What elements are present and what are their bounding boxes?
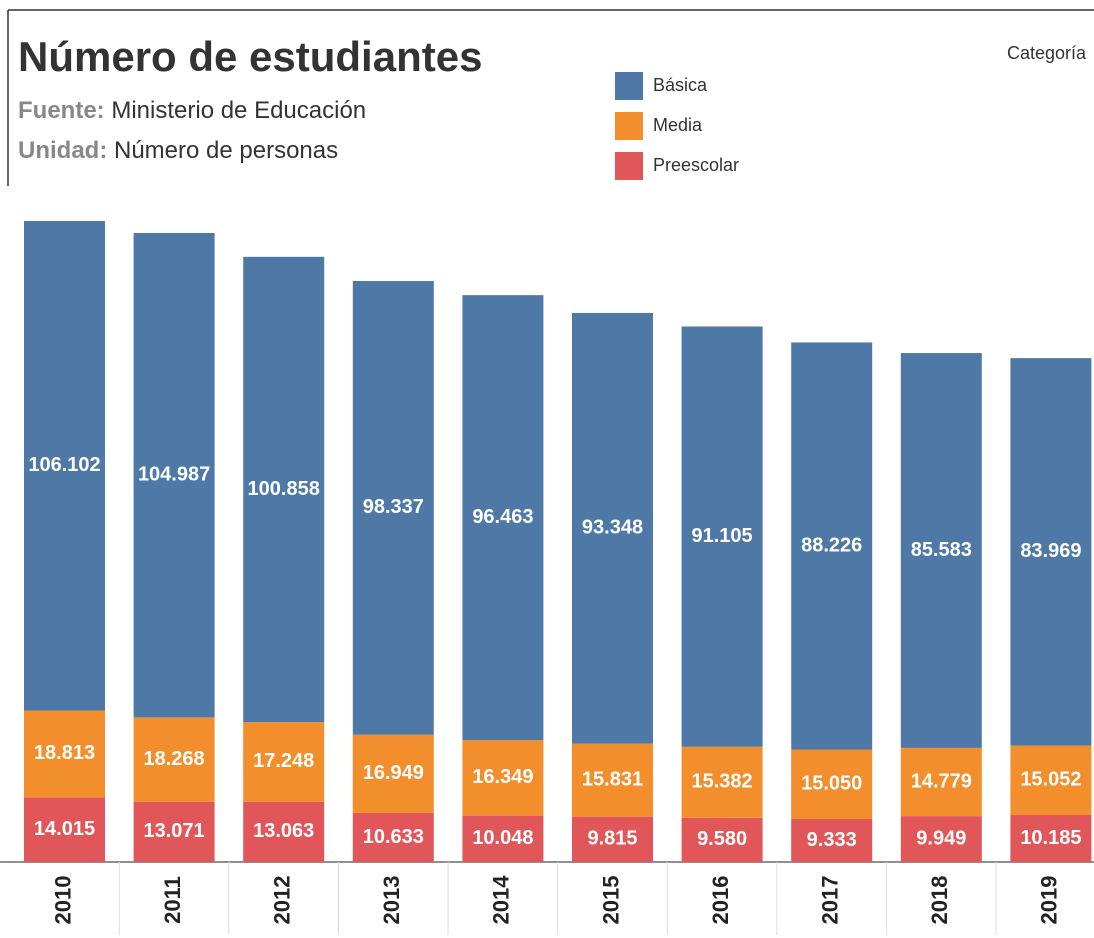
bar-segment: [572, 743, 653, 817]
bar-segment: [572, 816, 653, 862]
legend-swatch: [615, 112, 643, 140]
bar-segment: [900, 353, 982, 748]
value-label: 15.382: [692, 771, 753, 793]
bar-segment: [462, 815, 544, 862]
bar-segment: [133, 717, 215, 802]
bar-segment: [133, 233, 215, 718]
x-tick-label: 2014: [489, 875, 514, 925]
bar-segment: [24, 797, 105, 862]
value-label: 15.050: [801, 773, 862, 795]
bar-segment: [681, 326, 763, 747]
unit: Unidad: Número de personas: [18, 137, 338, 164]
bar-segment: [133, 801, 215, 862]
bar-segment: [352, 812, 434, 862]
value-label: 15.831: [582, 768, 643, 790]
value-label: 9.815: [587, 828, 637, 850]
x-tick-label: 2019: [1037, 876, 1062, 925]
value-label: 9.333: [807, 829, 857, 851]
chart-title: Número de estudiantes: [18, 33, 482, 80]
value-label: 83.969: [1020, 540, 1081, 562]
bar-segment: [243, 722, 325, 802]
value-label: 10.185: [1020, 827, 1081, 849]
value-label: 17.248: [253, 750, 314, 772]
x-tick-label: 2016: [708, 876, 733, 925]
legend-swatch: [615, 72, 643, 100]
value-label: 98.337: [363, 496, 424, 518]
legend-label: Básica: [653, 75, 708, 95]
bar-segment: [900, 816, 982, 862]
source-label: Fuente:: [18, 97, 105, 124]
bar-segment: [791, 749, 873, 819]
bar-segment: [352, 281, 434, 735]
value-label: 85.583: [911, 539, 972, 561]
bar-segment: [243, 256, 325, 723]
bar-segment: [352, 734, 434, 813]
legend-title: Categoría: [1007, 43, 1087, 63]
value-label: 91.105: [692, 525, 753, 547]
bar-segment: [791, 818, 873, 862]
value-label: 15.052: [1020, 769, 1081, 791]
bar-segment: [1010, 745, 1092, 816]
value-label: 18.813: [34, 742, 95, 764]
value-label: 16.349: [472, 766, 533, 788]
bar-segment: [243, 801, 325, 862]
value-label: 93.348: [582, 517, 643, 539]
x-tick-label: 2010: [50, 876, 75, 925]
value-label: 104.987: [138, 463, 210, 485]
bar-segment: [900, 747, 982, 817]
bar-segment: [24, 710, 105, 798]
value-label: 13.063: [253, 820, 314, 842]
value-label: 14.779: [911, 770, 972, 792]
x-tick-label: 2011: [160, 876, 185, 924]
value-label: 88.226: [801, 534, 862, 556]
x-tick-label: 2015: [598, 876, 623, 925]
value-label: 9.580: [697, 828, 747, 850]
value-label: 10.048: [472, 827, 533, 849]
unit-label: Unidad:: [18, 137, 107, 164]
legend-swatch: [615, 152, 643, 180]
x-tick-label: 2013: [379, 876, 404, 925]
value-label: 106.102: [28, 454, 100, 476]
source: Fuente: Ministerio de Educación: [18, 97, 366, 124]
bar-segment: [681, 817, 763, 862]
bar-segment: [1010, 815, 1092, 862]
bar-segment: [572, 312, 653, 744]
value-label: 13.071: [144, 820, 205, 842]
x-tick-label: 2017: [818, 876, 843, 925]
legend-label: Media: [653, 115, 703, 135]
bar-segment: [791, 342, 873, 750]
bar-segment: [1010, 358, 1092, 746]
value-label: 100.858: [248, 478, 320, 500]
value-label: 9.949: [916, 827, 966, 849]
bar-segment: [462, 295, 544, 741]
unit-text: Número de personas: [114, 137, 338, 164]
bar-segment: [24, 221, 105, 711]
bar-segment: [681, 746, 763, 818]
legend-label: Preescolar: [653, 155, 739, 175]
value-label: 16.949: [363, 762, 424, 784]
bar-segment: [462, 740, 544, 816]
value-label: 18.268: [144, 748, 205, 770]
x-tick-label: 2018: [927, 876, 952, 925]
value-label: 10.633: [363, 826, 424, 848]
value-label: 96.463: [472, 506, 533, 528]
x-tick-label: 2012: [270, 876, 295, 925]
value-label: 14.015: [34, 818, 95, 840]
source-text: Ministerio de Educación: [111, 97, 366, 124]
